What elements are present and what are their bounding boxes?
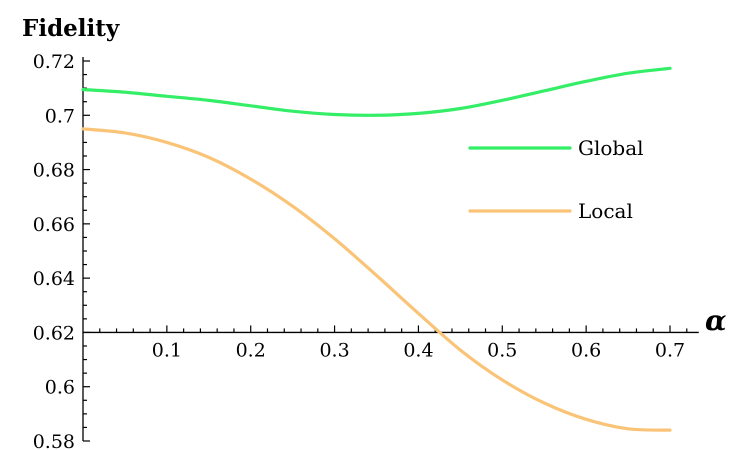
y-axis-title: Fidelity (22, 15, 120, 42)
legend-label-local: Local (578, 199, 633, 223)
y-tick-label: 0.68 (33, 160, 75, 182)
x-tick-label: 0.2 (236, 339, 266, 361)
x-tick-label: 0.4 (403, 339, 433, 361)
y-tick-label: 0.64 (33, 268, 75, 290)
x-tick-label: 0.6 (571, 339, 601, 361)
x-tick-label: 0.5 (487, 339, 517, 361)
y-tick-label: 0.6 (45, 377, 75, 399)
y-tick-label: 0.66 (33, 214, 75, 236)
y-tick-label: 0.72 (33, 51, 75, 73)
y-tick-label: 0.62 (33, 322, 75, 344)
y-tick-label: 0.7 (45, 105, 75, 127)
series-line-global (81, 66, 672, 117)
x-tick-label: 0.1 (152, 339, 182, 361)
y-tick-label: 0.58 (33, 431, 75, 450)
legend-label-global: Global (578, 136, 644, 160)
x-tick-label: 0.3 (319, 339, 349, 361)
x-tick-label: 0.7 (655, 339, 685, 361)
x-axis-title: α (705, 304, 727, 337)
series-line-local (81, 127, 672, 432)
